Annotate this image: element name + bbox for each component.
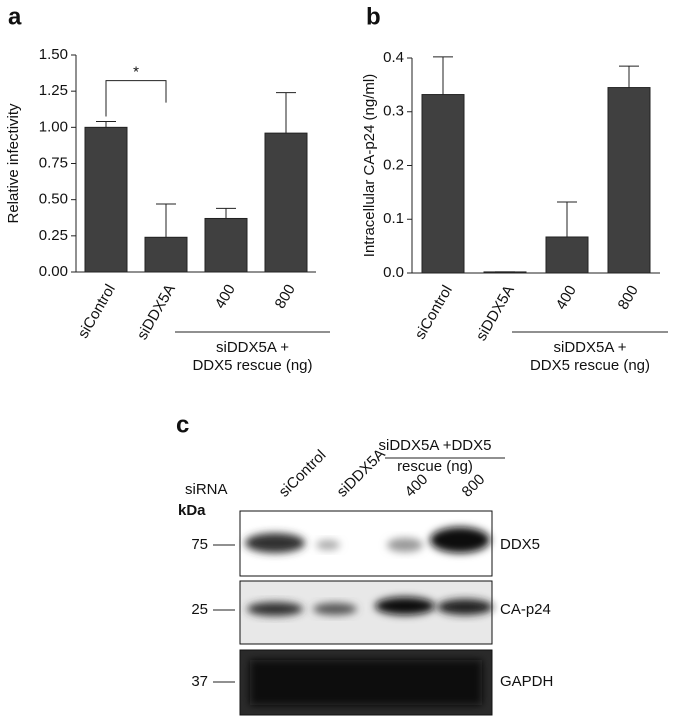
band (375, 597, 435, 615)
marker-label: 37 (191, 673, 208, 690)
panel-label: b (366, 3, 381, 30)
y-tick-label: 0.00 (39, 263, 68, 280)
x-tick-label: 400 (212, 281, 239, 311)
group-label: siDDX5A + (554, 339, 627, 356)
band (316, 540, 340, 550)
significance-bracket (105, 80, 167, 117)
blot-title: siDDX5A +DDX5 (379, 437, 492, 454)
error-bar (96, 121, 116, 128)
bar (607, 87, 651, 274)
x-tick-label: siDDX5A (134, 281, 179, 342)
lane-label: siDDX5A (334, 446, 389, 501)
x-tick-label: 400 (553, 282, 580, 312)
group-label: siDDX5A + (216, 339, 289, 356)
x-tick-label: siControl (412, 282, 456, 342)
lane-label: 800 (459, 471, 489, 501)
kda-label: kDa (178, 502, 206, 519)
row-header: siRNA (185, 481, 228, 498)
band (313, 603, 357, 615)
panel-label: a (8, 3, 22, 30)
y-tick-label: 0.2 (383, 156, 404, 173)
x-tick-label: 800 (615, 282, 642, 312)
band (247, 602, 303, 616)
error-bar (557, 201, 577, 237)
protein-label: CA-p24 (500, 601, 551, 618)
y-tick-label: 0.25 (39, 227, 68, 244)
y-axis-label: Intracellular CA-p24 (ng/ml) (361, 74, 378, 257)
y-tick-label: 1.00 (39, 118, 68, 135)
bar (204, 217, 248, 273)
blot-title: rescue (ng) (397, 458, 473, 475)
y-axis-label: Relative infectivity (5, 103, 22, 224)
error-bar (619, 65, 639, 88)
group-label: DDX5 rescue (ng) (530, 357, 650, 374)
y-tick-label: 1.25 (39, 82, 68, 99)
y-tick-label: 0.75 (39, 154, 68, 171)
y-tick-label: 1.50 (39, 46, 68, 63)
error-bar (216, 207, 236, 219)
y-tick-label: 0.0 (383, 264, 404, 281)
protein-label: DDX5 (500, 536, 540, 553)
bar (84, 126, 128, 273)
lane-label: 400 (402, 471, 432, 501)
band (250, 660, 482, 705)
x-tick-label: siControl (75, 281, 119, 341)
x-tick-label: siDDX5A (473, 282, 518, 343)
y-tick-label: 0.1 (383, 210, 404, 227)
marker-label: 75 (191, 536, 208, 553)
band (430, 527, 490, 553)
significance: * (133, 64, 139, 81)
band (437, 599, 493, 615)
error-bar (433, 56, 453, 95)
bar (545, 236, 589, 274)
y-tick-label: 0.50 (39, 191, 68, 208)
lane-label: siControl (276, 447, 330, 501)
x-tick-label: 800 (272, 281, 299, 311)
error-bar (156, 203, 176, 238)
bar (144, 236, 188, 273)
marker-label: 25 (191, 601, 208, 618)
y-tick-label: 0.3 (383, 103, 404, 120)
band (387, 538, 423, 552)
bar (421, 94, 465, 274)
blot-images (239, 510, 493, 716)
protein-label: GAPDH (500, 673, 553, 690)
group-label: DDX5 rescue (ng) (192, 357, 312, 374)
panel-label: c (176, 411, 189, 438)
band (245, 533, 305, 553)
bar (264, 132, 308, 273)
y-tick-label: 0.4 (383, 49, 404, 66)
error-bar (276, 92, 296, 134)
